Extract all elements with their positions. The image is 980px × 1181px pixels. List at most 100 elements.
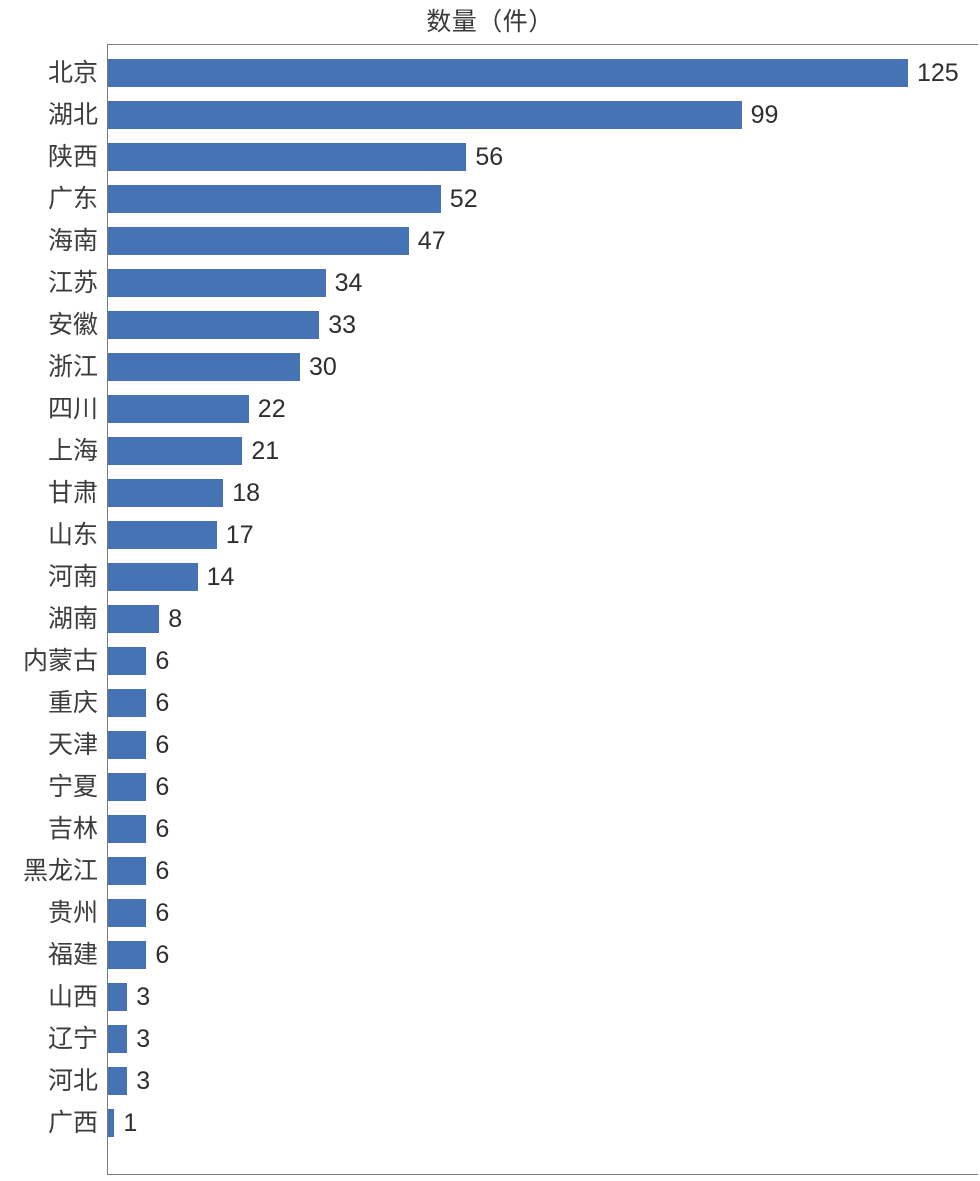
category-label: 内蒙古 xyxy=(22,647,98,675)
category-label: 山西 xyxy=(47,983,98,1011)
bar xyxy=(108,605,160,633)
category-label: 黑龙江 xyxy=(22,857,98,885)
category-label: 河北 xyxy=(47,1067,98,1095)
category-label: 四川 xyxy=(47,395,98,423)
bar-row: 湖北 99 xyxy=(0,94,980,136)
bar-row: 天津 6 xyxy=(0,724,980,766)
category-label: 天津 xyxy=(47,731,98,759)
bar-value-label: 47 xyxy=(417,227,446,255)
category-label: 重庆 xyxy=(47,689,98,717)
bar-row: 广东 52 xyxy=(0,178,980,220)
bar-value-label: 6 xyxy=(155,689,170,717)
bar xyxy=(108,479,224,507)
category-label: 辽宁 xyxy=(47,1025,98,1053)
bar-row: 山东 17 xyxy=(0,514,980,556)
bar-row: 安徽 33 xyxy=(0,304,980,346)
bar-value-label: 8 xyxy=(168,605,183,633)
bar-value-label: 52 xyxy=(449,185,478,213)
bar xyxy=(108,773,147,801)
category-label: 河南 xyxy=(47,563,98,591)
bar xyxy=(108,269,326,297)
bar xyxy=(108,647,147,675)
bar xyxy=(108,563,198,591)
bar-value-label: 56 xyxy=(475,143,504,171)
bar xyxy=(108,395,249,423)
bar-row: 江苏 34 xyxy=(0,262,980,304)
bar-value-label: 6 xyxy=(155,647,170,675)
bar-row: 河北 3 xyxy=(0,1060,980,1102)
category-label: 宁夏 xyxy=(47,773,98,801)
bar xyxy=(108,983,128,1011)
category-label: 山东 xyxy=(47,521,98,549)
category-label: 贵州 xyxy=(47,899,98,927)
bar-row: 上海 21 xyxy=(0,430,980,472)
bar-row: 甘肃 18 xyxy=(0,472,980,514)
bar-row: 广西 1 xyxy=(0,1102,980,1144)
bar xyxy=(108,815,147,843)
bar xyxy=(108,857,147,885)
bar-value-label: 3 xyxy=(136,1025,151,1053)
category-label: 江苏 xyxy=(47,269,98,297)
bar xyxy=(108,59,908,87)
bar-value-label: 99 xyxy=(750,101,779,129)
bar xyxy=(108,185,441,213)
chart-title: 数量（件） xyxy=(426,8,554,36)
bar-row: 贵州 6 xyxy=(0,892,980,934)
bar-value-label: 1 xyxy=(123,1109,138,1137)
bar-row: 宁夏 6 xyxy=(0,766,980,808)
bar-row: 福建 6 xyxy=(0,934,980,976)
bar-value-label: 125 xyxy=(917,59,959,87)
bar-value-label: 17 xyxy=(225,521,254,549)
bar-value-label: 6 xyxy=(155,857,170,885)
bar xyxy=(108,731,147,759)
category-label: 北京 xyxy=(47,59,98,87)
category-label: 广东 xyxy=(47,185,98,213)
bar-value-label: 6 xyxy=(155,773,170,801)
bar-row: 四川 22 xyxy=(0,388,980,430)
bar-value-label: 6 xyxy=(155,731,170,759)
bar-row: 浙江 30 xyxy=(0,346,980,388)
bar-row: 湖南 8 xyxy=(0,598,980,640)
bar-value-label: 18 xyxy=(232,479,260,507)
bar-value-label: 14 xyxy=(206,563,235,591)
bar-value-label: 3 xyxy=(136,983,151,1011)
bar-value-label: 3 xyxy=(136,1067,151,1095)
bar-row: 陕西 56 xyxy=(0,136,980,178)
bar xyxy=(108,227,409,255)
bar-value-label: 6 xyxy=(155,899,170,927)
bar-row: 河南 14 xyxy=(0,556,980,598)
bar xyxy=(108,1025,128,1053)
category-label: 湖北 xyxy=(47,101,98,129)
category-label: 安徽 xyxy=(47,311,98,339)
category-label: 吉林 xyxy=(47,815,98,843)
bar-rows-container: 北京 125 湖北 99 陕西 56 广东 52 海南 47 江苏 34 安徽 33 浙江 30 四川 22 上海 2… xyxy=(0,44,980,1175)
bar-value-label: 33 xyxy=(328,311,356,339)
bar-row: 重庆 6 xyxy=(0,682,980,724)
bar-value-label: 6 xyxy=(155,941,170,969)
bar-value-label: 30 xyxy=(309,353,337,381)
category-label: 福建 xyxy=(47,941,98,969)
bar xyxy=(108,899,147,927)
bar xyxy=(108,353,300,381)
category-label: 湖南 xyxy=(47,605,98,633)
bar-row: 辽宁 3 xyxy=(0,1018,980,1060)
bar xyxy=(108,1109,115,1137)
bar-value-label: 21 xyxy=(251,437,280,465)
bar xyxy=(108,1067,128,1095)
category-label: 上海 xyxy=(47,437,98,465)
bar xyxy=(108,101,742,129)
category-label: 广西 xyxy=(47,1109,98,1137)
bar-value-label: 34 xyxy=(334,269,363,297)
bar xyxy=(108,689,147,717)
bar-row: 海南 47 xyxy=(0,220,980,262)
bar-row: 山西 3 xyxy=(0,976,980,1018)
category-label: 陕西 xyxy=(47,143,98,171)
bar-value-label: 6 xyxy=(155,815,170,843)
category-label: 甘肃 xyxy=(47,479,98,507)
bar-row: 吉林 6 xyxy=(0,808,980,850)
bar xyxy=(108,941,147,969)
bar xyxy=(108,143,467,171)
bar-row: 黑龙江 6 xyxy=(0,850,980,892)
bar-row: 北京 125 xyxy=(0,52,980,94)
